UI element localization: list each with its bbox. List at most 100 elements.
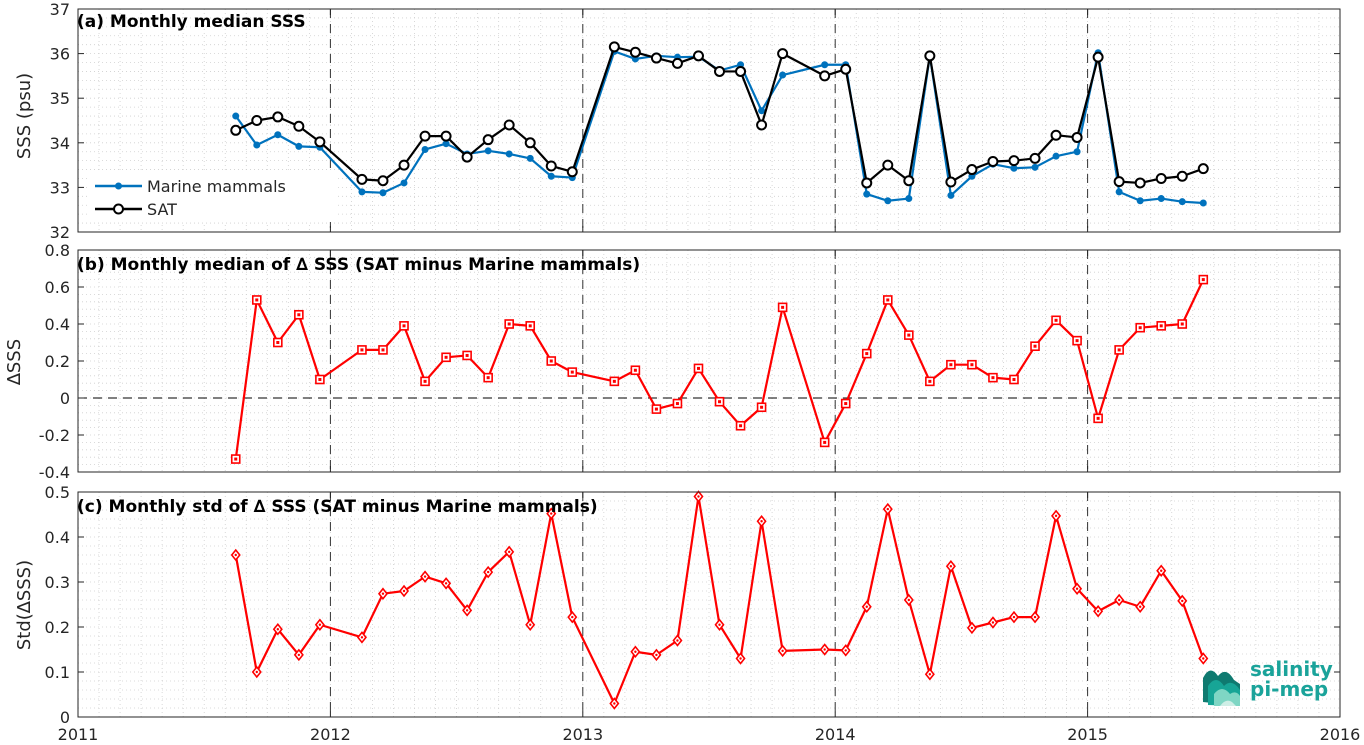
data-point-marker xyxy=(379,189,387,197)
data-point-marker-center xyxy=(739,657,742,660)
data-point-marker-center xyxy=(297,653,301,657)
legend-marine-mammals-marker xyxy=(115,182,122,190)
data-point-marker-center xyxy=(760,405,764,409)
data-point-marker-center xyxy=(823,440,827,444)
data-point-marker-center xyxy=(402,324,406,328)
panel-c-title: (c) Monthly std of ∆ SSS (SAT minus Mari… xyxy=(77,497,598,517)
data-point-marker xyxy=(777,48,789,60)
panel-a-series xyxy=(230,41,1209,207)
data-point-marker-center xyxy=(654,407,658,411)
data-point-marker xyxy=(1197,163,1209,175)
x-tick-label: 2014 xyxy=(815,725,856,744)
data-point-marker-center xyxy=(297,313,301,317)
data-point-marker xyxy=(905,195,913,203)
x-tick-label: 2015 xyxy=(1067,725,1108,744)
legend: Marine mammals SAT xyxy=(88,170,338,222)
data-point-marker-center xyxy=(949,363,953,367)
data-point-marker-center xyxy=(1054,514,1058,518)
legend-sat-label: SAT xyxy=(147,200,177,219)
data-point-marker-center xyxy=(402,589,406,593)
logo-pi-mep-text: pi-mep xyxy=(1250,677,1328,701)
data-point-marker xyxy=(1052,152,1060,160)
panel-c-y-ticks: 0 0.1 0.2 0.3 0.4 0.5 xyxy=(45,483,1341,727)
data-point-marker-center xyxy=(360,348,364,352)
data-point-marker-center xyxy=(360,636,364,639)
data-point-marker xyxy=(1073,148,1081,156)
y-tick-label: 0 xyxy=(60,389,70,408)
data-point-marker-center xyxy=(907,598,911,602)
data-point-marker xyxy=(1010,164,1018,172)
data-point-marker xyxy=(1199,199,1207,207)
panel-a-frame xyxy=(77,8,1341,233)
data-point-marker xyxy=(232,112,240,120)
data-point-marker xyxy=(1092,51,1104,63)
data-point-marker-center xyxy=(1012,615,1016,619)
data-point-marker-center xyxy=(844,649,847,652)
data-point-marker xyxy=(503,119,515,131)
x-axis-ticks: 2011 2012 2013 2014 2015 2016 xyxy=(58,725,1361,744)
data-point-marker-center xyxy=(697,495,700,498)
data-point-marker xyxy=(821,61,829,69)
legend-marine-mammals-label: Marine mammals xyxy=(147,177,286,196)
y-tick-label: 0.4 xyxy=(45,528,70,547)
logo-salinity-text: salinity xyxy=(1250,657,1333,681)
data-point-marker-center xyxy=(823,648,826,651)
data-point-marker xyxy=(671,57,683,69)
data-point-marker xyxy=(1050,129,1062,141)
data-point-marker xyxy=(272,111,284,123)
data-point-marker-center xyxy=(550,512,553,515)
x-tick-label: 2016 xyxy=(1320,725,1361,744)
panel-b-monthly-median-delta-sss: -0.4 -0.2 0 0.2 0.4 0.6 0.8 (b) Monthly median… xyxy=(4,241,1341,482)
data-point-marker xyxy=(987,156,999,168)
panel-b-y-ticks: -0.4 -0.2 0 0.2 0.4 0.6 0.8 xyxy=(39,241,1341,482)
data-point-marker-center xyxy=(1012,378,1016,381)
data-point-marker-center xyxy=(1117,598,1121,602)
data-point-marker xyxy=(1155,172,1167,184)
data-point-marker-center xyxy=(318,378,322,381)
data-point-marker xyxy=(692,50,704,62)
legend-sat-marker xyxy=(113,203,124,215)
data-point-marker-center xyxy=(486,376,490,380)
data-point-marker-center xyxy=(781,649,784,653)
panel-c-series xyxy=(230,490,1209,710)
data-point-marker-center xyxy=(886,298,890,302)
y-tick-label: 32 xyxy=(50,223,70,242)
y-tick-label: 0.4 xyxy=(45,315,70,334)
y-tick-label: 0.2 xyxy=(45,618,70,637)
data-point-marker xyxy=(421,145,429,153)
data-point-marker-center xyxy=(1054,318,1058,322)
series-line xyxy=(234,50,1204,205)
data-point-marker-center xyxy=(739,424,743,428)
data-point-marker-center xyxy=(1033,344,1037,348)
data-point-marker-center xyxy=(655,653,658,657)
y-tick-label: 0.5 xyxy=(45,483,70,502)
data-point-marker-center xyxy=(718,400,722,404)
data-point-marker-center xyxy=(613,702,616,705)
data-point-marker-center xyxy=(255,670,258,674)
panel-b-y-axis-label: ∆SSS xyxy=(4,339,25,386)
y-tick-label: 0.6 xyxy=(45,278,70,297)
data-point-marker xyxy=(1113,176,1125,188)
data-point-marker-center xyxy=(718,623,721,626)
data-point-marker-center xyxy=(234,457,238,461)
data-point-marker-center xyxy=(1096,610,1100,613)
data-point-marker xyxy=(526,154,534,162)
data-point-marker-center xyxy=(1159,324,1163,328)
data-point-marker-center xyxy=(465,609,469,612)
data-point-marker-center xyxy=(1138,326,1142,330)
data-point-marker-center xyxy=(970,626,974,630)
panel-c-y-axis-label: Std(∆SSS) xyxy=(14,560,35,650)
y-tick-label: -0.4 xyxy=(39,463,70,482)
data-point-marker xyxy=(945,176,957,188)
data-point-marker xyxy=(1115,188,1123,196)
data-point-marker xyxy=(1178,198,1186,206)
data-point-marker-center xyxy=(1201,278,1205,282)
data-point-marker-center xyxy=(318,623,322,626)
y-tick-label: 0.2 xyxy=(45,352,70,371)
data-point-marker xyxy=(756,119,768,131)
x-tick-label: 2013 xyxy=(562,725,603,744)
data-point-marker-center xyxy=(381,592,385,595)
data-point-marker xyxy=(505,150,513,158)
data-point-marker-center xyxy=(949,565,953,568)
data-point-marker-center xyxy=(865,605,868,608)
